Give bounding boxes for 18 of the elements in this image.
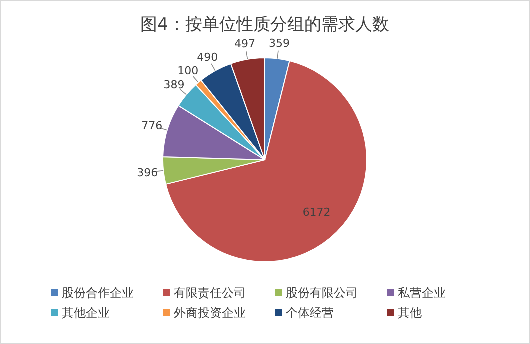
legend-label: 有限责任公司 xyxy=(174,286,246,300)
pie-slice xyxy=(165,60,368,262)
legend-label: 股份有限公司 xyxy=(286,286,358,300)
data-label: 490 xyxy=(197,50,218,64)
data-label: 497 xyxy=(234,38,256,51)
legend-label: 其他 xyxy=(398,306,422,320)
data-label: 776 xyxy=(142,120,163,133)
legend-label: 股份合作企业 xyxy=(62,286,134,300)
legend-label: 外商投资企业 xyxy=(174,306,246,320)
legend-label: 其他企业 xyxy=(62,306,110,320)
legend-label: 私营企业 xyxy=(398,286,446,300)
data-label: 6172 xyxy=(302,206,331,220)
chart-title: 图4：按单位性质分组的需求人数 xyxy=(140,15,390,35)
legend-label: 个体经营 xyxy=(286,306,334,320)
data-label: 389 xyxy=(164,78,185,92)
data-label: 100 xyxy=(178,64,199,78)
data-label: 359 xyxy=(268,36,290,50)
data-label: 396 xyxy=(137,166,158,180)
